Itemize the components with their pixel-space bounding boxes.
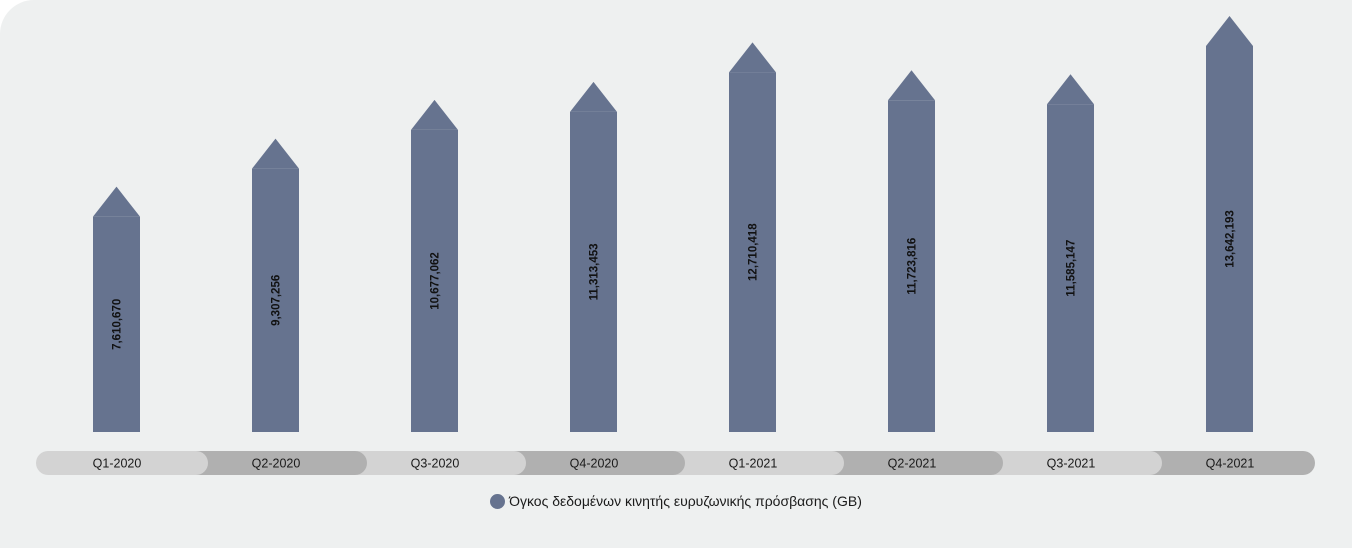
data-label: 11,313,453: [589, 243, 601, 300]
bar: [93, 216, 140, 432]
bar-group: 11,723,816: [888, 70, 935, 432]
x-tick-label: Q3-2020: [411, 457, 460, 471]
bar-arrowhead: [570, 81, 617, 112]
data-label: 11,585,147: [1066, 240, 1078, 297]
data-label: 9,307,256: [271, 275, 283, 326]
bar-arrowhead: [1047, 74, 1094, 105]
x-axis-segment: [820, 451, 1003, 475]
x-axis-segment: [184, 451, 367, 475]
data-label: 10,677,062: [430, 252, 442, 310]
legend-marker: [490, 493, 506, 509]
x-axis-band: [36, 451, 1315, 475]
x-tick-label: Q1-2020: [93, 457, 142, 471]
bar-arrowhead: [888, 70, 935, 101]
x-axis-segment: [36, 451, 208, 475]
bar-arrowhead: [252, 138, 299, 169]
bar-group: 10,677,062: [411, 99, 458, 433]
bar-group: 11,313,453: [570, 81, 617, 433]
data-label: 12,710,418: [748, 223, 760, 281]
bar: [570, 111, 617, 433]
data-label: 7,610,670: [112, 299, 124, 350]
bar-arrowhead: [411, 99, 458, 130]
bar: [1047, 104, 1094, 432]
bar-arrowhead: [93, 186, 140, 217]
bar-arrowhead: [1206, 16, 1253, 46]
x-tick-label: Q1-2021: [729, 457, 778, 471]
bar-group: 9,307,256: [252, 138, 299, 432]
x-tick-label: Q4-2021: [1206, 457, 1255, 471]
bar-arrowhead: [729, 42, 776, 73]
x-axis-segment: [502, 451, 685, 475]
bar: [411, 129, 458, 433]
bar: [888, 100, 935, 432]
bar-group: 12,710,418: [729, 42, 776, 433]
bar-group: 7,610,670: [93, 186, 140, 432]
x-axis-segment: [979, 451, 1162, 475]
bar: [252, 168, 299, 432]
bar-group: 13,642,193: [1206, 16, 1253, 432]
x-tick-label: Q3-2021: [1047, 457, 1096, 471]
bar: [1206, 46, 1253, 432]
x-axis-segment: [343, 451, 526, 475]
legend-label: Όγκος δεδομένων κινητής ευρυζωνικής πρόσ…: [509, 493, 862, 509]
bar-group: 11,585,147: [1047, 74, 1094, 432]
bar: [729, 72, 776, 433]
data-label: 13,642,193: [1225, 210, 1237, 268]
data-label: 11,723,816: [907, 238, 919, 295]
x-axis-segment: [661, 451, 844, 475]
x-tick-label: Q4-2020: [570, 457, 619, 471]
x-tick-label: Q2-2021: [888, 457, 937, 471]
legend: Όγκος δεδομένων κινητής ευρυζωνικής πρόσ…: [0, 493, 1352, 509]
x-tick-label: Q2-2020: [252, 457, 301, 471]
x-axis-segment: [1138, 451, 1315, 475]
